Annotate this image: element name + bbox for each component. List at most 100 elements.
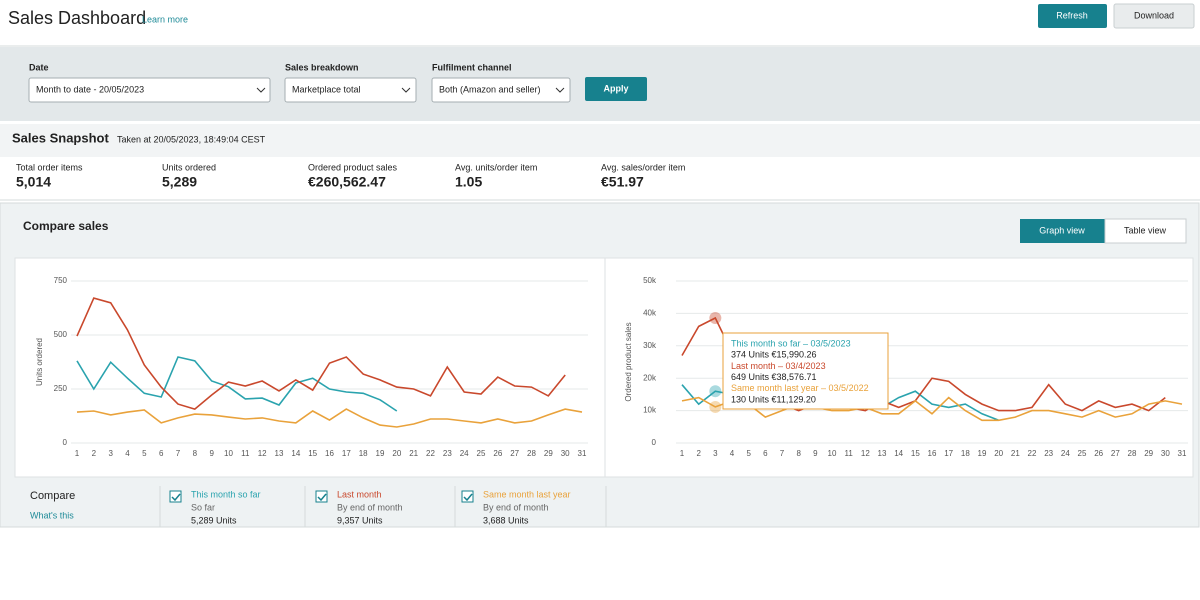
legend-detail: By end of month	[337, 502, 403, 512]
x-tick-label: 23	[443, 449, 452, 458]
y-tick-label: 50k	[643, 276, 657, 285]
x-tick-label: 14	[894, 449, 903, 458]
x-tick-label: 21	[1011, 449, 1020, 458]
filter-label: Fulfilment channel	[432, 62, 512, 72]
x-tick-label: 19	[978, 449, 987, 458]
date-select[interactable]	[28, 77, 271, 103]
checkbox[interactable]	[461, 490, 474, 503]
metric-value: 1.05	[455, 174, 482, 190]
y-tick-label: 0	[652, 438, 657, 447]
legend: This month so far So far 5,289 Units Last m…	[159, 486, 607, 527]
tooltip-line: 649 Units €38,576.71	[731, 372, 817, 382]
metric-value: 5,289	[162, 174, 197, 190]
y-tick-label: 10k	[643, 406, 657, 415]
x-tick-label: 8	[193, 449, 198, 458]
tooltip-line: 130 Units €11,129.20	[731, 394, 816, 404]
x-tick-label: 27	[1111, 449, 1120, 458]
x-tick-label: 18	[359, 449, 368, 458]
x-tick-label: 30	[1161, 449, 1170, 458]
x-tick-label: 12	[258, 449, 267, 458]
x-tick-label: 14	[291, 449, 300, 458]
series-line	[76, 297, 566, 410]
metric-value: €51.97	[601, 174, 644, 190]
x-tick-label: 1	[680, 449, 685, 458]
x-tick-label: 8	[796, 449, 801, 458]
x-tick-label: 20	[994, 449, 1003, 458]
tooltip	[722, 332, 889, 410]
series-line	[681, 396, 1183, 422]
graph-view-button[interactable]	[1020, 219, 1105, 243]
filter-label: Date	[29, 62, 49, 72]
select-value[interactable]: Both (Amazon and seller)	[439, 84, 541, 94]
apply-label[interactable]: Apply	[603, 83, 628, 93]
legend-title: Compare	[30, 490, 75, 502]
series-line	[76, 408, 583, 428]
x-tick-label: 23	[1044, 449, 1053, 458]
x-tick-label: 13	[275, 449, 284, 458]
legend-detail: So far	[191, 502, 215, 512]
snapshot-title: Sales Snapshot	[12, 130, 109, 145]
compare-title: Compare sales	[23, 219, 109, 233]
metric-label: Units ordered	[162, 162, 216, 172]
whats-this-link[interactable]: What's this	[30, 510, 74, 520]
y-tick-label: 20k	[643, 373, 657, 382]
y-tick-label: 0	[63, 438, 68, 447]
y-tick-label: 250	[54, 384, 68, 393]
x-tick-label: 4	[125, 449, 130, 458]
x-tick-label: 7	[780, 449, 785, 458]
table-view-label[interactable]: Table view	[1124, 225, 1167, 235]
select-value[interactable]: Marketplace total	[292, 84, 361, 94]
x-tick-label: 15	[911, 449, 920, 458]
series-line	[76, 356, 398, 412]
snapshot-subtitle: Taken at 20/05/2023, 18:49:04 CEST	[117, 134, 266, 144]
download-label[interactable]: Download	[1134, 10, 1174, 20]
apply-button[interactable]	[585, 77, 647, 101]
header	[0, 0, 1200, 46]
tooltip-line: Last month – 03/4/2023	[731, 361, 826, 371]
chevrons	[256, 87, 565, 93]
highlight-point	[709, 385, 722, 398]
x-tick-label: 16	[928, 449, 937, 458]
checkbox[interactable]	[169, 490, 182, 503]
x-tick-label: 17	[944, 449, 953, 458]
x-tick-label: 16	[325, 449, 334, 458]
y-tick-label: 40k	[643, 309, 657, 318]
x-tick-label: 7	[176, 449, 181, 458]
legend-units: 9,357 Units	[337, 515, 383, 525]
breakdown-select[interactable]	[284, 77, 417, 103]
metric-label: Total order items	[16, 162, 83, 172]
checkmark[interactable]	[317, 493, 327, 502]
refresh-button[interactable]	[1038, 4, 1107, 28]
x-tick-label: 9	[813, 449, 818, 458]
graph-view-label[interactable]: Graph view	[1039, 225, 1085, 235]
learn-more-link[interactable]: Learn more	[142, 14, 188, 24]
metric-label: Avg. sales/order item	[601, 162, 685, 172]
y-tick-label: 750	[54, 276, 68, 285]
x-tick-label: 4	[730, 449, 735, 458]
x-tick-label: 1	[75, 449, 80, 458]
tooltip-line: 374 Units €15,990.26	[731, 350, 817, 360]
y-tick-label: 30k	[643, 341, 657, 350]
refresh-label[interactable]: Refresh	[1056, 10, 1088, 20]
x-tick-label: 15	[308, 449, 317, 458]
x-tick-label: 12	[861, 449, 870, 458]
download-button[interactable]	[1113, 3, 1195, 29]
metric-value: €260,562.47	[308, 174, 386, 190]
x-tick-label: 24	[1061, 449, 1070, 458]
snapshot-header	[0, 124, 1200, 157]
channel-select[interactable]	[431, 77, 571, 103]
metric-label: Ordered product sales	[308, 162, 398, 172]
y-axis-label: Ordered product sales	[624, 322, 633, 401]
checkmark[interactable]	[171, 493, 181, 502]
x-tick-label: 26	[1094, 449, 1103, 458]
filter-label: Sales breakdown	[285, 62, 359, 72]
checkmark[interactable]	[463, 493, 473, 502]
checkbox[interactable]	[315, 490, 328, 503]
select-value[interactable]: Month to date - 20/05/2023	[36, 84, 144, 94]
legend-units: 5,289 Units	[191, 515, 237, 525]
table-view-button[interactable]	[1104, 218, 1187, 244]
metric-label: Avg. units/order item	[455, 162, 537, 172]
highlight-point	[709, 312, 722, 325]
x-tick-label: 13	[878, 449, 887, 458]
